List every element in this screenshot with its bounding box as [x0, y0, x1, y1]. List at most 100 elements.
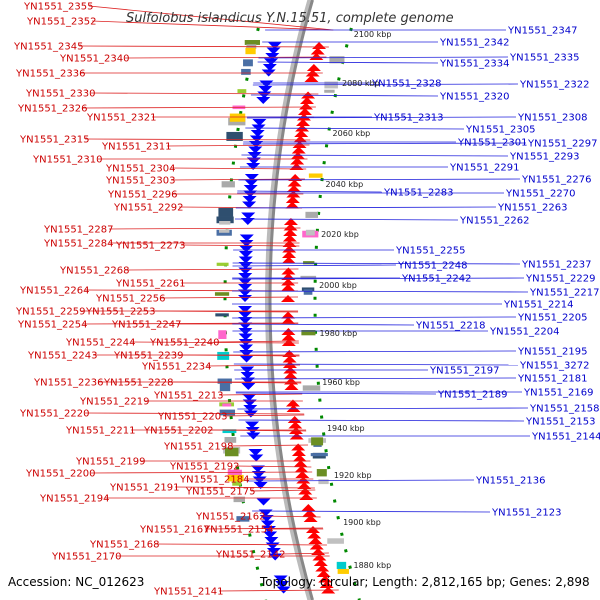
gene-label-forward[interactable]: YN1551_2236 [33, 378, 104, 389]
gene-label-reverse[interactable]: YN1551_2342 [439, 38, 510, 49]
gene-label-reverse[interactable]: YN1551_2313 [373, 113, 444, 124]
gene-label-reverse[interactable]: YN1551_2242 [401, 274, 472, 285]
gene-label-forward[interactable]: YN1551_2259 [15, 307, 86, 318]
gene-label-forward[interactable]: YN1551_2315 [19, 135, 90, 146]
gene-label-forward[interactable]: YN1551_2253 [85, 307, 156, 318]
gene-label-forward[interactable]: YN1551_2239 [113, 351, 184, 362]
gene-label-forward[interactable]: YN1551_2268 [59, 266, 130, 277]
gene-label-reverse[interactable]: YN1551_2197 [429, 366, 500, 377]
gene-label-forward[interactable]: YN1551_2142 [215, 550, 286, 561]
gene-label-forward[interactable]: YN1551_2200 [25, 469, 96, 480]
gene-label-forward[interactable]: YN1551_2228 [103, 378, 174, 389]
gene-label-forward[interactable]: YN1551_2220 [19, 409, 90, 420]
gene-label-reverse[interactable]: YN1551_2218 [415, 321, 486, 332]
gene-label-reverse[interactable]: YN1551_2153 [525, 417, 596, 428]
gene-label-reverse[interactable]: YN1551_2237 [521, 260, 592, 271]
gene-label-forward[interactable]: YN1551_2340 [59, 54, 130, 65]
gene-label-forward[interactable]: YN1551_2336 [15, 69, 86, 80]
map-title: Sulfolobus islandicus Y.N.15.51, complet… [126, 11, 454, 26]
gene-label-forward[interactable]: YN1551_2352 [26, 17, 97, 28]
gene-label-forward[interactable]: YN1551_2330 [25, 89, 96, 100]
gene-label-forward[interactable]: YN1551_2243 [27, 351, 98, 362]
gene-label-forward[interactable]: YN1551_2194 [39, 494, 110, 505]
gene-label-reverse[interactable]: YN1551_2144 [531, 432, 600, 443]
gene-label-forward[interactable]: YN1551_2154 [203, 525, 274, 536]
gene-label-forward[interactable]: YN1551_2141 [153, 587, 224, 598]
gene-label-forward[interactable]: YN1551_2202 [143, 426, 214, 437]
gene-label-reverse[interactable]: YN1551_2334 [439, 59, 510, 70]
gene-label-forward[interactable]: YN1551_2191 [109, 483, 180, 494]
gene-label-reverse[interactable]: YN1551_2136 [475, 476, 546, 487]
gene-label-forward[interactable]: YN1551_2234 [141, 362, 212, 373]
gene-label-forward[interactable]: YN1551_2264 [19, 286, 90, 297]
gene-label-reverse[interactable]: YN1551_2293 [509, 152, 580, 163]
gene-label-forward[interactable]: YN1551_2219 [79, 397, 150, 408]
gene-label-reverse[interactable]: YN1551_2347 [507, 26, 578, 37]
gene-label-reverse[interactable]: YN1551_2181 [517, 374, 588, 385]
gene-label-forward[interactable]: YN1551_2184 [179, 475, 250, 486]
gene-label-forward[interactable]: YN1551_2213 [153, 391, 224, 402]
gene-label-forward[interactable]: YN1551_2256 [95, 294, 166, 305]
gene-label-reverse[interactable]: YN1551_2276 [521, 175, 592, 186]
gene-label-reverse[interactable]: YN1551_3272 [519, 361, 590, 372]
gene-label-forward[interactable]: YN1551_2175 [185, 487, 256, 498]
gene-label-reverse[interactable]: YN1551_2262 [459, 216, 530, 227]
gene-label-reverse[interactable]: YN1551_2248 [397, 261, 468, 272]
gene-label-reverse[interactable]: YN1551_2322 [519, 80, 590, 91]
gene-label-reverse[interactable]: YN1551_2263 [497, 203, 568, 214]
gene-label-forward[interactable]: YN1551_2199 [75, 457, 146, 468]
gene-label-forward[interactable]: YN1551_2273 [115, 241, 186, 252]
gene-label-forward[interactable]: YN1551_2292 [113, 203, 184, 214]
gene-label-forward[interactable]: YN1551_2287 [43, 225, 114, 236]
gene-label-reverse[interactable]: YN1551_2123 [491, 508, 562, 519]
gene-label-reverse[interactable]: YN1551_2214 [503, 300, 574, 311]
gene-label-forward[interactable]: YN1551_2310 [32, 155, 103, 166]
gene-leader-line [235, 206, 497, 209]
gene-label-reverse[interactable]: YN1551_2291 [449, 163, 520, 174]
scale-label: 2060 kbp [333, 129, 371, 138]
gene-leader-line [233, 350, 517, 353]
gene-label-forward[interactable]: YN1551_2296 [107, 190, 178, 201]
gene-label-forward[interactable]: YN1551_2254 [17, 320, 88, 331]
gene-label-reverse[interactable]: YN1551_2195 [517, 347, 588, 358]
gene-label-reverse[interactable]: YN1551_2301 [457, 138, 528, 149]
gene-label-forward[interactable]: YN1551_2321 [86, 113, 157, 124]
gene-label-reverse[interactable]: YN1551_2320 [439, 92, 510, 103]
gene-label-forward[interactable]: YN1551_2284 [43, 239, 114, 250]
gene-label-forward[interactable]: YN1551_2170 [51, 552, 122, 563]
gene-label-forward[interactable]: YN1551_2168 [89, 540, 160, 551]
gene-label-forward[interactable]: YN1551_2326 [17, 104, 88, 115]
gene-label-forward[interactable]: YN1551_2167 [139, 525, 210, 536]
gene-label-forward[interactable]: YN1551_2304 [105, 164, 176, 175]
gene-label-forward[interactable]: YN1551_2244 [65, 338, 136, 349]
gene-label-reverse[interactable]: YN1551_2335 [509, 53, 580, 64]
gene-label-forward[interactable]: YN1551_2345 [13, 42, 84, 53]
gene-label-forward[interactable]: YN1551_2211 [65, 426, 136, 437]
gene-label-reverse[interactable]: YN1551_2189 [437, 390, 508, 401]
scale-layer: 2100 kbp 2080 kbp 2060 kbp 2040 kbp 2020 kbp… [319, 30, 391, 570]
gene-leader-line [84, 138, 311, 141]
gene-label-forward[interactable]: YN1551_2311 [101, 142, 172, 153]
gene-label-forward[interactable]: YN1551_2355 [23, 2, 94, 13]
gene-label-forward[interactable]: YN1551_2240 [149, 338, 220, 349]
gene-label-reverse[interactable]: YN1551_2270 [505, 189, 576, 200]
gene-label-reverse[interactable]: YN1551_2217 [529, 288, 600, 299]
gene-label-forward[interactable]: YN1551_2162 [195, 512, 266, 523]
gene-label-forward[interactable]: YN1551_2247 [111, 320, 182, 331]
gene-label-reverse[interactable]: YN1551_2204 [489, 327, 560, 338]
gene-label-reverse[interactable]: YN1551_2158 [529, 404, 600, 415]
gene-label-reverse[interactable]: YN1551_2308 [517, 113, 588, 124]
gene-label-reverse[interactable]: YN1551_2297 [527, 139, 598, 150]
gene-label-forward[interactable]: YN1551_2198 [163, 442, 234, 453]
gene-label-reverse[interactable]: YN1551_2255 [395, 246, 466, 257]
gene-label-reverse[interactable]: YN1551_2229 [525, 274, 596, 285]
gene-label-forward[interactable]: YN1551_2303 [105, 176, 176, 187]
gene-label-reverse[interactable]: YN1551_2205 [517, 313, 588, 324]
gene-label-reverse[interactable]: YN1551_2169 [523, 388, 594, 399]
gene-label-forward[interactable]: YN1551_2192 [169, 462, 240, 473]
gene-label-forward[interactable]: YN1551_2261 [115, 279, 186, 290]
gene-label-reverse[interactable]: YN1551_2328 [371, 79, 442, 90]
gene-label-reverse[interactable]: YN1551_2305 [465, 125, 536, 136]
gene-label-forward[interactable]: YN1551_2203 [157, 412, 228, 423]
gene-label-reverse[interactable]: YN1551_2283 [383, 188, 454, 199]
